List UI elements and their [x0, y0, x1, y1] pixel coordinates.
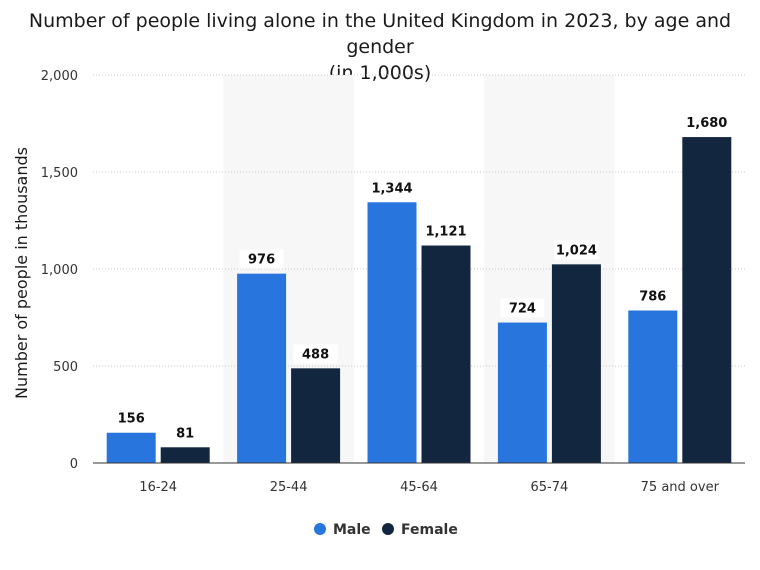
- value-label: 81: [176, 426, 194, 441]
- value-label-bg: [370, 178, 414, 198]
- y-tick-label: 500: [53, 360, 78, 375]
- y-axis-title: Number of people in thousands: [12, 147, 31, 399]
- x-tick-label: 75 and over: [641, 480, 720, 495]
- value-label: 488: [302, 347, 329, 362]
- legend-marker-female: [382, 523, 394, 535]
- bar-male-25-44: [237, 273, 287, 463]
- legend-label-female: Female: [401, 522, 458, 538]
- value-label-bg: [554, 240, 599, 260]
- value-label: 724: [509, 302, 536, 317]
- y-tick-label: 1,500: [41, 166, 78, 181]
- bars: [106, 137, 732, 463]
- value-label: 976: [248, 253, 275, 268]
- value-label-bg: [630, 286, 675, 306]
- x-tick-label: 25-44: [270, 480, 308, 495]
- bar-male-65-74: [497, 322, 547, 463]
- bar-female-65-74: [551, 264, 601, 463]
- value-label: 786: [639, 290, 666, 305]
- y-tick-label: 2,000: [41, 69, 78, 84]
- bar-male-45-64: [367, 202, 417, 463]
- bar-male-16-24: [106, 432, 156, 463]
- bar-female-16-24: [160, 447, 210, 463]
- value-label-bg: [163, 423, 208, 443]
- chart-title: Number of people living alone in the Uni…: [0, 8, 760, 86]
- value-label-bg: [109, 408, 154, 428]
- value-label-bg: [684, 113, 729, 133]
- x-tick-label: 45-64: [400, 480, 438, 495]
- x-axis-categories: 16-24 25-44 45-64 65-74 75 and over: [139, 480, 719, 495]
- title-line: Number of people living alone in the Uni…: [28, 10, 732, 58]
- bar-female-45-64: [421, 245, 471, 463]
- value-label-bg: [239, 249, 284, 269]
- legend-label-male: Male: [333, 522, 371, 538]
- x-tick-label: 16-24: [139, 480, 177, 495]
- value-label-bg: [424, 221, 468, 241]
- legend: Male Female: [314, 522, 458, 538]
- x-tick-label: 65-74: [531, 480, 569, 495]
- value-label: 1,121: [425, 225, 466, 240]
- value-label: 1,344: [371, 181, 412, 196]
- y-tick-label: 0: [70, 457, 78, 472]
- value-labels: 156 81 976 488 1,344 1,121 724 1,024 786 1,680: [109, 113, 729, 443]
- subtitle-line: (in 1,000s): [328, 62, 432, 84]
- value-label-bg: [293, 344, 338, 364]
- y-tick-label: 1,000: [41, 263, 78, 278]
- value-label: 1,680: [686, 116, 727, 131]
- y-axis-ticks: 0 500 1,000 1,500 2,000: [41, 69, 78, 472]
- value-label-bg: [500, 298, 545, 318]
- value-label: 1,024: [556, 243, 597, 258]
- bar-male-75-and-over: [628, 310, 678, 463]
- bar-female-75-and-over: [682, 137, 732, 463]
- bar-female-25-44: [291, 368, 341, 463]
- legend-marker-male: [314, 523, 326, 535]
- value-label: 156: [118, 412, 145, 427]
